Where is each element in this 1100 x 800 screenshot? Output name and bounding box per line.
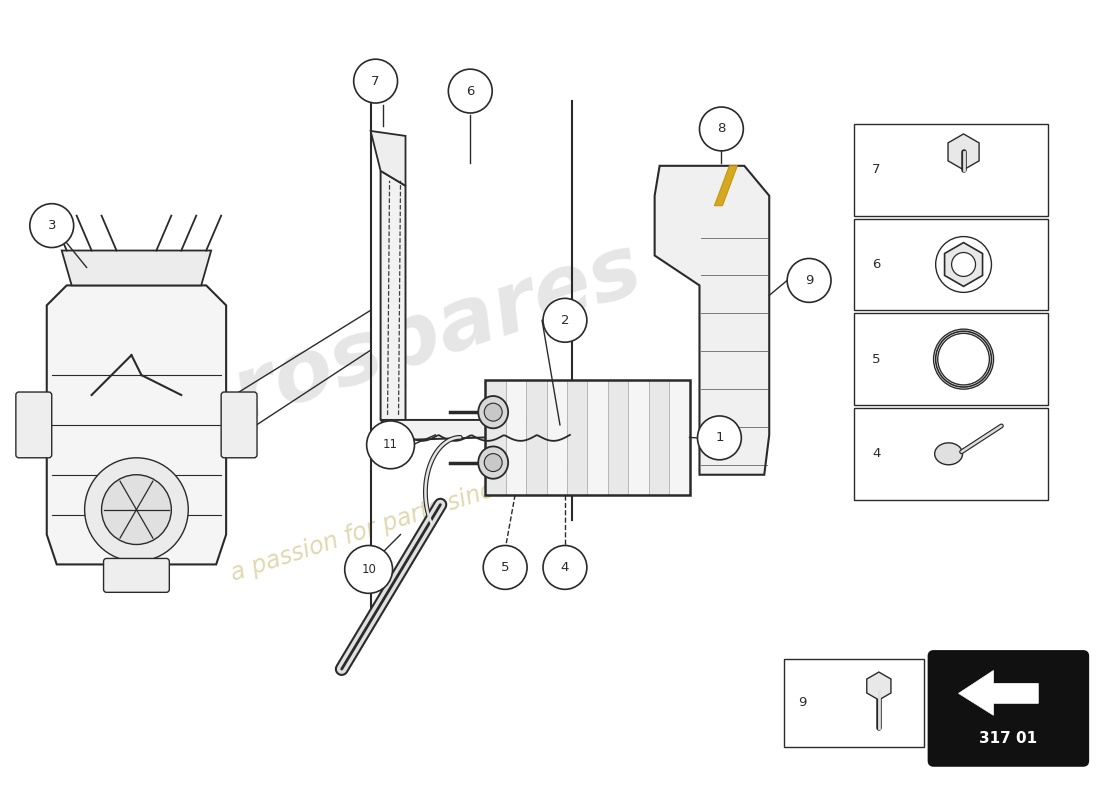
Polygon shape xyxy=(381,170,406,440)
Text: 3: 3 xyxy=(47,219,56,232)
Polygon shape xyxy=(945,242,982,286)
Circle shape xyxy=(366,421,415,469)
Circle shape xyxy=(700,107,744,151)
Polygon shape xyxy=(381,420,570,440)
Bar xyxy=(608,380,628,494)
Text: 7: 7 xyxy=(872,163,880,176)
Bar xyxy=(547,380,567,494)
Bar xyxy=(587,380,608,494)
Bar xyxy=(784,659,924,746)
Bar xyxy=(566,380,587,494)
Polygon shape xyxy=(867,672,891,700)
Bar xyxy=(506,380,526,494)
Circle shape xyxy=(101,474,172,545)
Text: 5: 5 xyxy=(500,561,509,574)
Text: 6: 6 xyxy=(466,85,474,98)
Text: 9: 9 xyxy=(805,274,813,287)
Circle shape xyxy=(483,546,527,590)
Circle shape xyxy=(543,298,587,342)
Polygon shape xyxy=(62,250,211,286)
Bar xyxy=(854,314,1048,405)
Text: 5: 5 xyxy=(872,353,880,366)
FancyBboxPatch shape xyxy=(928,651,1088,766)
Bar xyxy=(854,124,1048,216)
Circle shape xyxy=(85,458,188,562)
Circle shape xyxy=(697,416,741,460)
Bar xyxy=(628,380,649,494)
Text: 2: 2 xyxy=(561,314,569,326)
Bar xyxy=(526,380,547,494)
Bar xyxy=(854,218,1048,310)
Text: 9: 9 xyxy=(799,697,806,710)
Ellipse shape xyxy=(484,403,503,421)
Text: 11: 11 xyxy=(383,438,398,451)
Bar xyxy=(669,380,690,494)
Circle shape xyxy=(354,59,397,103)
FancyBboxPatch shape xyxy=(103,558,169,592)
Polygon shape xyxy=(948,134,979,170)
Text: 8: 8 xyxy=(717,122,726,135)
Text: 7: 7 xyxy=(372,74,379,88)
Circle shape xyxy=(30,204,74,247)
Bar xyxy=(649,380,669,494)
Circle shape xyxy=(449,69,492,113)
Bar xyxy=(485,380,690,494)
Bar xyxy=(854,408,1048,500)
Ellipse shape xyxy=(478,446,508,478)
Text: 4: 4 xyxy=(872,447,880,460)
FancyBboxPatch shape xyxy=(221,392,257,458)
Polygon shape xyxy=(371,131,406,186)
Text: 4: 4 xyxy=(561,561,569,574)
Text: eurospares: eurospares xyxy=(109,226,652,474)
Text: a passion for parts since 1985: a passion for parts since 1985 xyxy=(227,453,574,586)
Circle shape xyxy=(788,258,831,302)
Circle shape xyxy=(952,253,976,277)
Ellipse shape xyxy=(484,454,503,471)
Text: 1: 1 xyxy=(715,431,724,444)
Text: 10: 10 xyxy=(361,563,376,576)
Ellipse shape xyxy=(935,443,962,465)
FancyBboxPatch shape xyxy=(15,392,52,458)
Circle shape xyxy=(344,546,393,594)
Text: 6: 6 xyxy=(872,258,880,271)
Polygon shape xyxy=(654,166,769,474)
Circle shape xyxy=(543,546,587,590)
Polygon shape xyxy=(958,670,1038,715)
Polygon shape xyxy=(47,286,227,565)
Polygon shape xyxy=(714,166,737,206)
Ellipse shape xyxy=(478,396,508,428)
Text: 317 01: 317 01 xyxy=(979,731,1037,746)
Bar xyxy=(485,380,506,494)
